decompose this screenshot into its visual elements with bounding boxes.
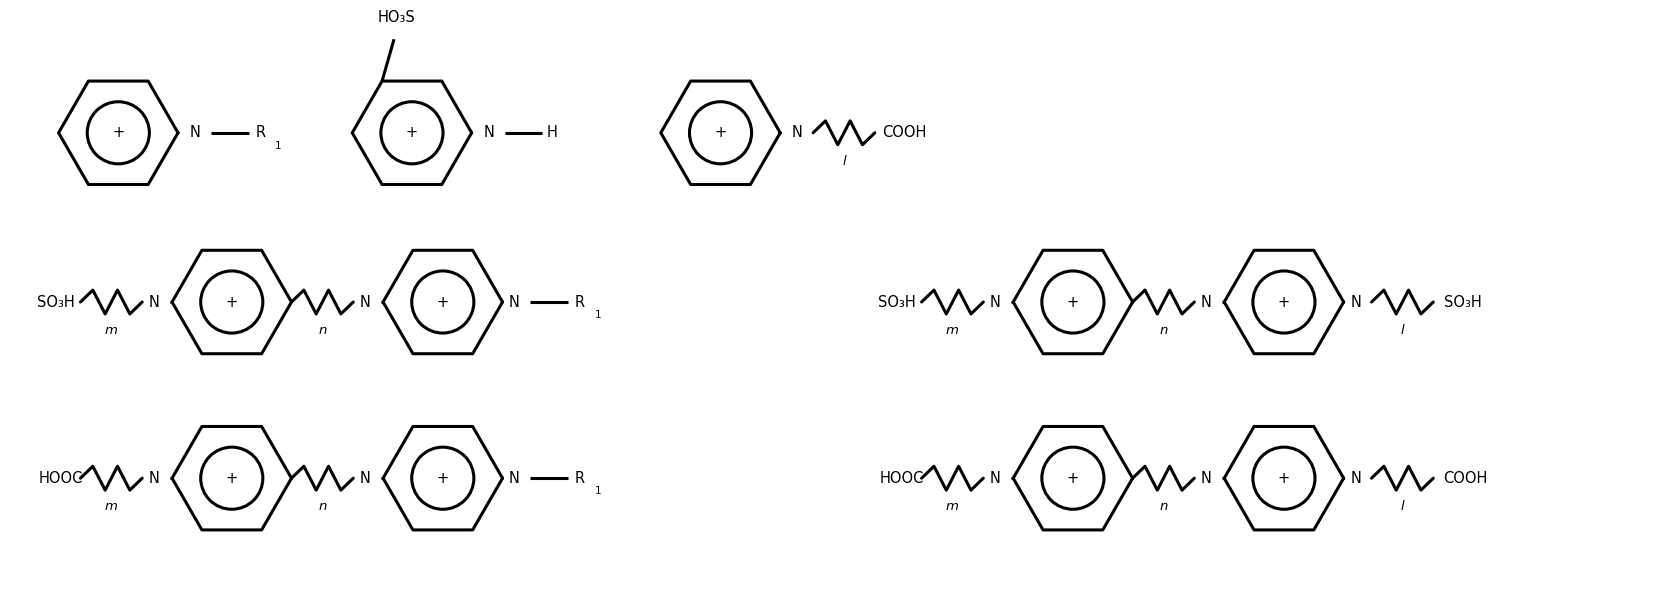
Text: n: n — [1160, 500, 1168, 513]
Text: N: N — [1350, 470, 1362, 486]
Text: N: N — [483, 125, 495, 140]
Text: +: + — [715, 125, 727, 140]
Text: 1: 1 — [595, 486, 602, 496]
Text: l: l — [1400, 500, 1404, 513]
Text: N: N — [149, 294, 159, 310]
Text: N: N — [359, 470, 371, 486]
Text: N: N — [510, 470, 520, 486]
Text: +: + — [406, 125, 418, 140]
Text: +: + — [226, 294, 237, 310]
Text: HOOC: HOOC — [881, 470, 924, 486]
Text: HO₃S: HO₃S — [378, 10, 414, 25]
Text: N: N — [189, 125, 201, 140]
Text: N: N — [989, 470, 1001, 486]
Text: 1: 1 — [595, 310, 602, 320]
Text: SO₃H: SO₃H — [1444, 294, 1482, 310]
Text: +: + — [1278, 294, 1290, 310]
Text: N: N — [989, 294, 1001, 310]
Text: +: + — [226, 470, 237, 486]
Text: m: m — [946, 324, 959, 337]
Text: +: + — [436, 470, 449, 486]
Text: N: N — [792, 125, 802, 140]
Text: m: m — [105, 324, 117, 337]
Text: N: N — [149, 470, 159, 486]
Text: R: R — [575, 294, 585, 310]
Text: N: N — [1201, 294, 1211, 310]
Text: SO₃H: SO₃H — [37, 294, 75, 310]
Text: +: + — [1066, 470, 1079, 486]
Text: +: + — [112, 125, 124, 140]
Text: n: n — [317, 324, 326, 337]
Text: R: R — [575, 470, 585, 486]
Text: +: + — [1066, 294, 1079, 310]
Text: l: l — [1400, 324, 1404, 337]
Text: +: + — [1278, 470, 1290, 486]
Text: 1: 1 — [276, 141, 282, 151]
Text: n: n — [317, 500, 326, 513]
Text: +: + — [436, 294, 449, 310]
Text: SO₃H: SO₃H — [877, 294, 916, 310]
Text: HOOC: HOOC — [38, 470, 84, 486]
Text: n: n — [1160, 324, 1168, 337]
Text: COOH: COOH — [1444, 470, 1487, 486]
Text: N: N — [1350, 294, 1362, 310]
Text: R: R — [256, 125, 266, 140]
Text: N: N — [1201, 470, 1211, 486]
Text: N: N — [359, 294, 371, 310]
Text: H: H — [546, 125, 558, 140]
Text: m: m — [946, 500, 959, 513]
Text: COOH: COOH — [882, 125, 927, 140]
Text: m: m — [105, 500, 117, 513]
Text: l: l — [842, 155, 846, 168]
Text: N: N — [510, 294, 520, 310]
